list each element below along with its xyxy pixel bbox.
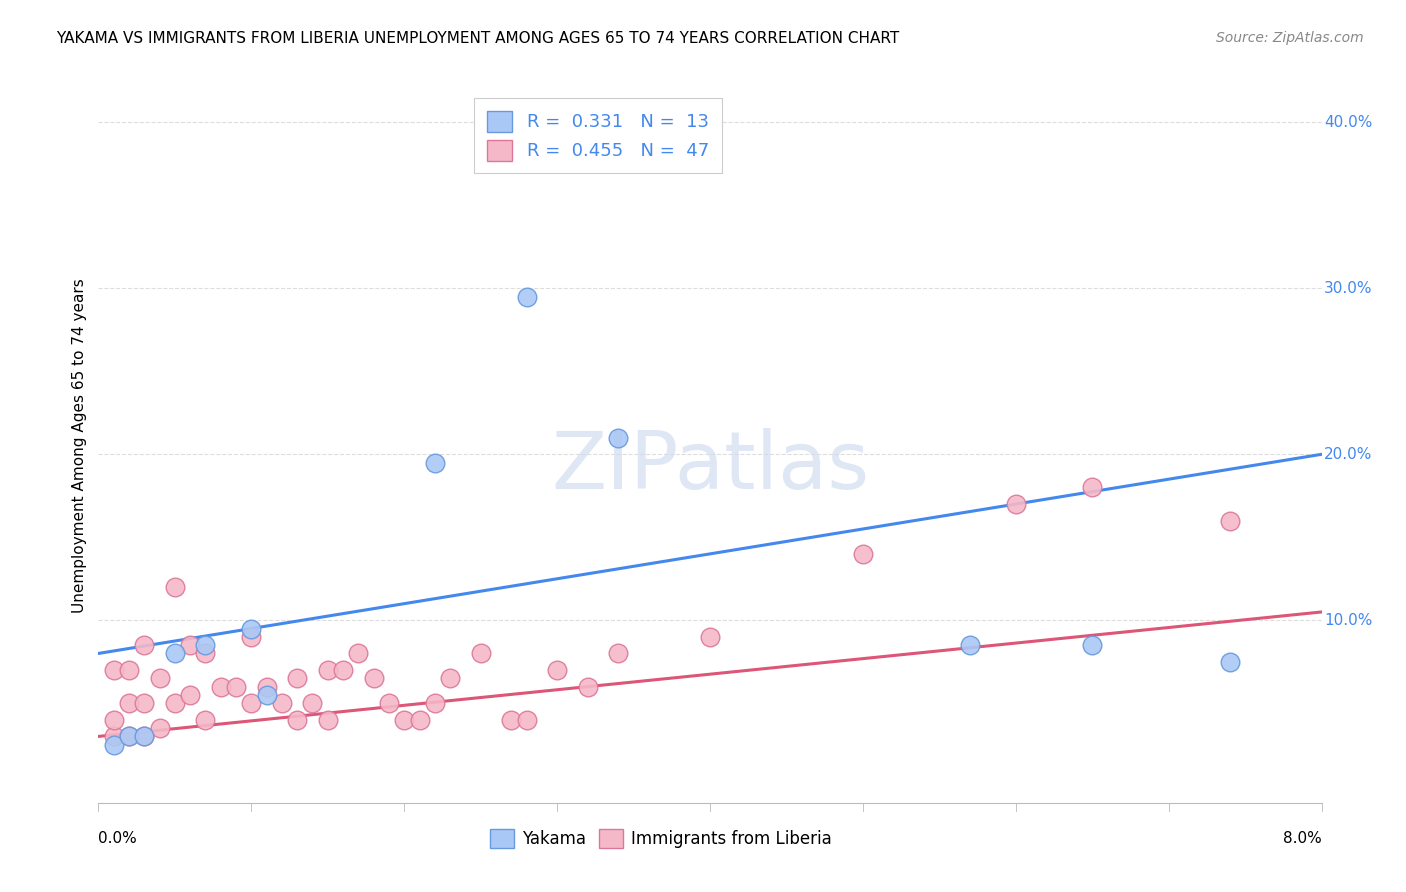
Point (1004, 497, 1026, 511)
Point (1081, 638, 1104, 652)
Point (134, 730, 156, 744)
Point (852, 547, 875, 561)
Point (163, 696, 186, 710)
Point (501, 713, 523, 727)
Point (959, 638, 981, 652)
Point (103, 730, 125, 744)
Point (118, 663, 141, 677)
Point (347, 647, 370, 661)
Point (316, 663, 339, 677)
Text: 10.0%: 10.0% (1324, 613, 1372, 628)
Point (607, 431, 630, 445)
Point (408, 713, 430, 727)
Point (423, 456, 446, 470)
Point (332, 663, 354, 677)
Point (378, 696, 401, 710)
Text: 8.0%: 8.0% (1282, 831, 1322, 847)
Point (103, 738, 125, 752)
Text: Source: ZipAtlas.com: Source: ZipAtlas.com (1216, 31, 1364, 45)
Point (316, 713, 339, 727)
Point (240, 696, 263, 710)
Point (516, 290, 538, 304)
Point (118, 730, 141, 744)
Point (118, 730, 141, 744)
Legend: Yakama, Immigrants from Liberia: Yakama, Immigrants from Liberia (484, 822, 838, 855)
Text: 20.0%: 20.0% (1324, 447, 1372, 462)
Point (240, 630, 263, 644)
Text: ZIPatlas: ZIPatlas (551, 428, 869, 507)
Point (163, 580, 186, 594)
Point (546, 663, 568, 677)
Point (256, 688, 278, 702)
Point (179, 688, 201, 702)
Point (423, 696, 446, 710)
Point (392, 713, 416, 727)
Point (134, 730, 156, 744)
Point (118, 696, 141, 710)
Point (1219, 514, 1241, 528)
Point (256, 680, 278, 694)
Point (240, 622, 263, 636)
Point (301, 696, 323, 710)
Point (516, 713, 538, 727)
Point (607, 647, 630, 661)
Point (179, 638, 201, 652)
Point (1081, 481, 1104, 495)
Text: 0.0%: 0.0% (98, 831, 138, 847)
Point (103, 663, 125, 677)
Point (194, 638, 217, 652)
Point (163, 647, 186, 661)
Point (439, 671, 461, 685)
Point (285, 713, 308, 727)
Point (270, 696, 294, 710)
Point (363, 671, 385, 685)
Point (225, 680, 247, 694)
Point (103, 713, 125, 727)
Point (576, 680, 599, 694)
Point (470, 647, 492, 661)
Point (149, 721, 172, 735)
Point (134, 638, 156, 652)
Point (149, 671, 172, 685)
Point (699, 630, 721, 644)
Point (194, 713, 217, 727)
Text: 30.0%: 30.0% (1324, 281, 1372, 296)
Y-axis label: Unemployment Among Ages 65 to 74 years: Unemployment Among Ages 65 to 74 years (72, 278, 87, 614)
Point (194, 647, 217, 661)
Text: YAKAMA VS IMMIGRANTS FROM LIBERIA UNEMPLOYMENT AMONG AGES 65 TO 74 YEARS CORRELA: YAKAMA VS IMMIGRANTS FROM LIBERIA UNEMPL… (56, 31, 900, 46)
Point (285, 671, 308, 685)
Point (1219, 655, 1241, 669)
Point (134, 696, 156, 710)
Point (209, 680, 232, 694)
Text: 40.0%: 40.0% (1324, 115, 1372, 130)
